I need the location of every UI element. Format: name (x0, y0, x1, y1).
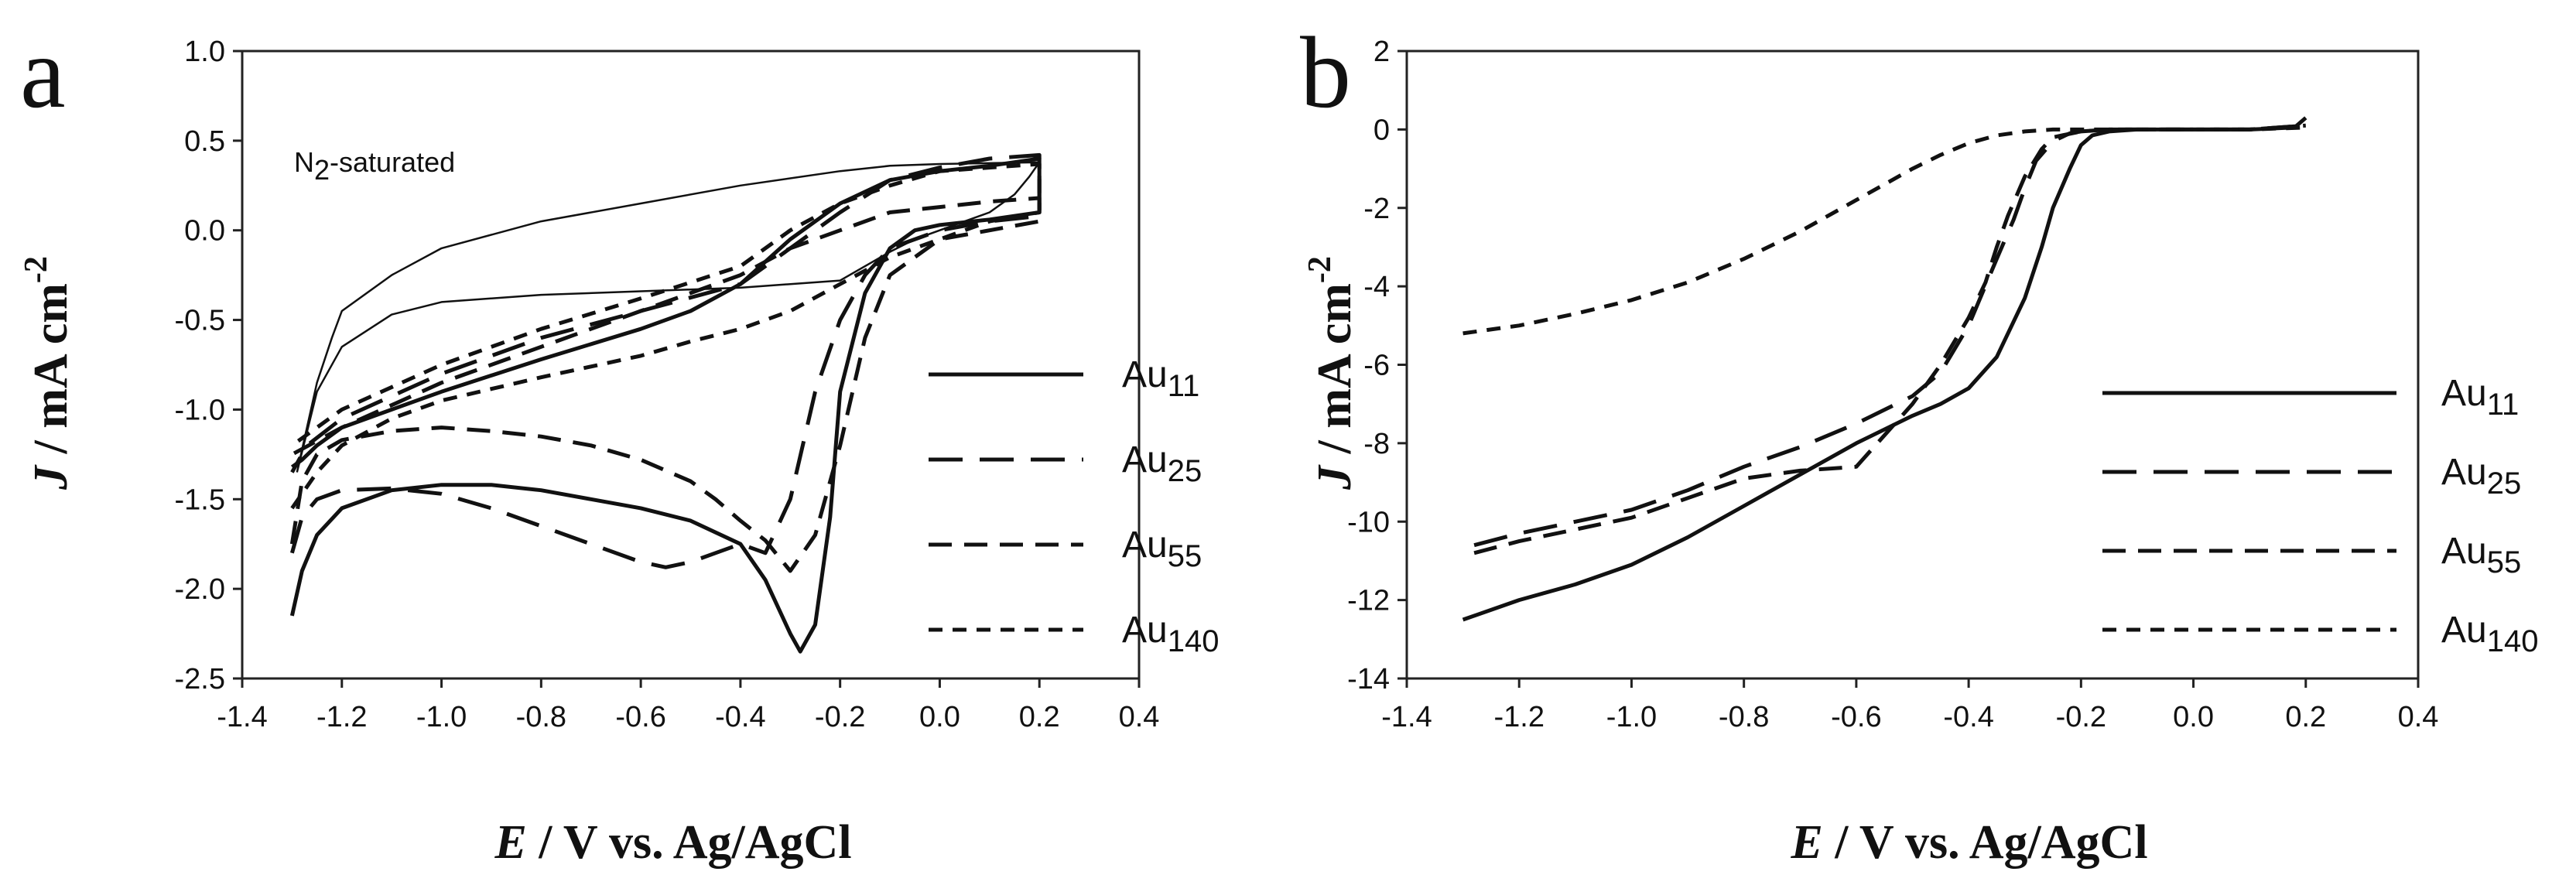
x-tick-label: -0.8 (516, 701, 566, 733)
x-tick-label: -0.4 (715, 701, 765, 733)
panel-b-y-axis-title: J / mA cm-2 (1302, 256, 1361, 490)
panel-a-xlabel-rest: / V vs. Ag/AgCl (527, 816, 852, 869)
annotation-main: N (294, 146, 314, 178)
plot-frame (241, 50, 1141, 680)
series-line-au11 (1462, 116, 2307, 622)
x-tick-label: 0.4 (2398, 701, 2439, 733)
series-line-au140 (1462, 125, 2306, 336)
legend-label-subscript: 55 (2487, 545, 2522, 579)
legend-label: Au11 (1122, 354, 1199, 403)
x-tick-label: -0.4 (1943, 701, 1993, 733)
panel-a-ylabel-italic: J (25, 464, 77, 490)
y-tick-label: -14 (1347, 663, 1390, 695)
x-tick-label: -0.2 (2056, 701, 2106, 733)
annotation-rest: -saturated (330, 146, 455, 178)
x-tick-label: -0.6 (615, 701, 665, 733)
x-tick-label: 0.2 (1019, 701, 1060, 733)
y-tick-label: -1.0 (175, 394, 225, 426)
y-tick-label: -4 (1363, 271, 1390, 303)
panel-b-letter: b (1300, 15, 1351, 129)
y-tick-label: 2 (1374, 36, 1390, 68)
series-line-au55 (289, 196, 1042, 573)
legend-label-base: Au (2441, 452, 2487, 493)
panel-a-letter: a (20, 15, 66, 129)
annotation-subscript: 2 (314, 154, 330, 186)
x-tick-label: 0.4 (1119, 701, 1160, 733)
y-tick-label: 0 (1374, 114, 1390, 146)
y-tick-label: -12 (1347, 585, 1390, 617)
y-tick-label: -0.5 (175, 305, 225, 337)
panel-a: a N2-saturated E / V vs. Ag/AgCl J / mA … (19, 15, 1219, 869)
x-tick-label: 0.0 (919, 701, 960, 733)
x-tick-label: -1.2 (316, 701, 367, 733)
panel-b-ylabel-italic: J (1309, 464, 1361, 490)
panel-b-ylabel-rest: / mA cm (1309, 283, 1361, 466)
legend-label-subscript: 11 (1168, 369, 1200, 403)
y-tick-label: 0.0 (184, 215, 225, 248)
series-line-au140 (290, 162, 1042, 510)
legend-label: Au55 (1122, 525, 1202, 573)
legend-label-base: Au (1122, 525, 1168, 566)
y-tick-label: 0.5 (184, 125, 225, 158)
legend-label-base: Au (2441, 531, 2487, 572)
legend-label-base: Au (1122, 439, 1168, 480)
y-tick-label: -10 (1347, 506, 1390, 538)
panel-b-xlabel-rest: / V vs. Ag/AgCl (1823, 816, 2148, 869)
series-line-n2-saturated (296, 161, 1041, 473)
x-tick-label: -1.4 (217, 701, 267, 733)
legend-label-subscript: 140 (1168, 624, 1220, 658)
legend-label: Au140 (2441, 610, 2538, 658)
legend-label-subscript: 25 (1168, 454, 1202, 488)
legend-label: Au11 (2441, 373, 2519, 422)
x-tick-label: -1.2 (1493, 701, 1544, 733)
panel-a-ylabel-rest: / mA cm (25, 283, 77, 466)
x-tick-label: -1.0 (1606, 701, 1657, 733)
x-tick-label: -0.2 (815, 701, 865, 733)
panel-a-ylabel-sup: -2 (19, 256, 54, 283)
legend-label-base: Au (2441, 373, 2487, 414)
plot-frame (1405, 50, 2420, 680)
y-tick-label: -6 (1363, 350, 1390, 382)
y-tick-label: -2 (1363, 193, 1390, 225)
legend-label: Au55 (2441, 531, 2521, 579)
legend-label: Au25 (2441, 452, 2521, 501)
panel-a-xlabel-italic: E (494, 816, 526, 869)
series-line-au25 (289, 152, 1042, 569)
legend-label-base: Au (1122, 354, 1168, 395)
y-tick-label: -8 (1363, 428, 1390, 460)
y-tick-label: -1.5 (175, 484, 225, 516)
legend-label-subscript: 55 (1168, 539, 1202, 573)
panel-b-xlabel-italic: E (1790, 816, 1822, 869)
x-tick-label: -1.4 (1381, 701, 1432, 733)
panel-b: b E / V vs. Ag/AgCl J / mA cm-2 -1.4 -1.2… (1300, 15, 2538, 869)
series-line-au11 (289, 156, 1042, 654)
x-tick-label: 0.0 (2173, 701, 2214, 733)
legend-label: Au25 (1122, 439, 1202, 488)
series-line-au25 (1473, 123, 2306, 548)
legend-label-base: Au (2441, 610, 2487, 651)
legend-label-subscript: 25 (2487, 467, 2522, 501)
x-tick-label: -0.6 (1831, 701, 1881, 733)
legend-label-subscript: 140 (2487, 624, 2539, 658)
y-tick-label: 1.0 (184, 36, 225, 68)
y-tick-label: -2.0 (175, 573, 225, 606)
panel-b-ylabel-sup: -2 (1302, 256, 1338, 283)
legend-label: Au140 (1122, 610, 1219, 658)
series-line-au55 (1473, 123, 2306, 555)
x-tick-label: -0.8 (1719, 701, 1769, 733)
x-tick-label: 0.2 (2285, 701, 2326, 733)
n2-saturated-annotation: N2-saturated (294, 146, 455, 186)
legend-label-subscript: 11 (2487, 388, 2520, 422)
x-tick-label: -1.0 (416, 701, 467, 733)
y-tick-label: -2.5 (175, 663, 225, 695)
panel-a-x-axis-title: E / V vs. Ag/AgCl (494, 816, 851, 869)
panel-b-x-axis-title: E / V vs. Ag/AgCl (1790, 816, 2147, 869)
panel-a-y-axis-title: J / mA cm-2 (19, 256, 77, 490)
legend-label-base: Au (1122, 610, 1168, 651)
